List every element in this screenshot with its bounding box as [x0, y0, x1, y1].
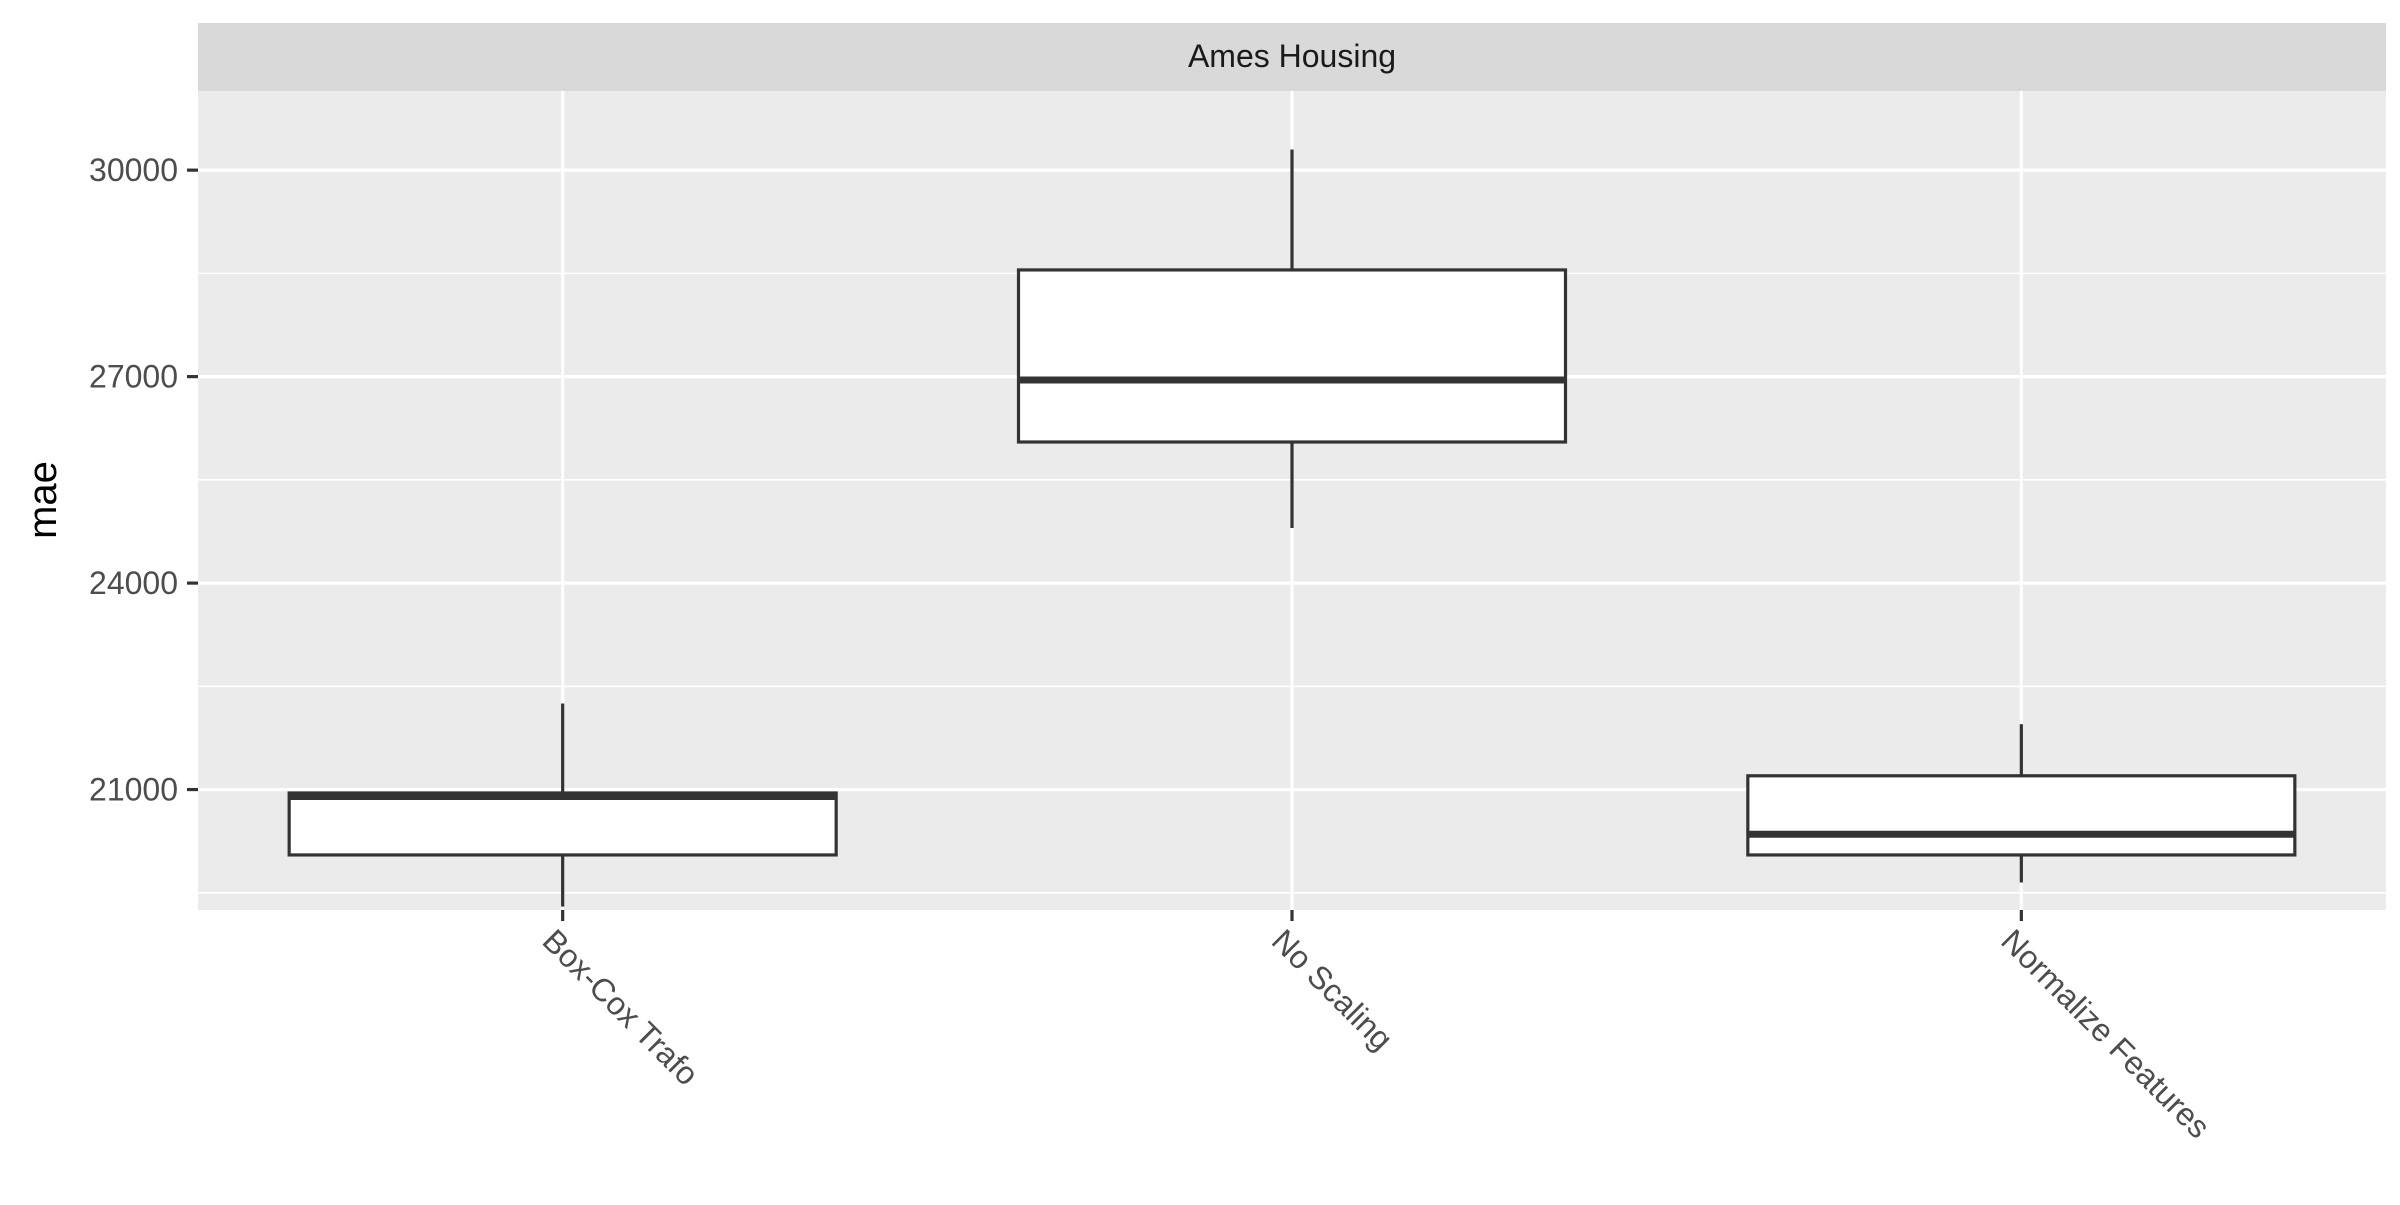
y-tick-label: 21000	[89, 772, 178, 808]
y-tick-label: 30000	[89, 152, 178, 188]
x-tick-label: Normalize Features	[1994, 922, 2217, 1145]
strip-background	[198, 23, 2386, 91]
box-iqr	[1016, 268, 1568, 444]
y-axis-title: mae	[21, 461, 65, 539]
box-iqr	[1746, 774, 2297, 857]
box-iqr	[287, 791, 838, 857]
x-tick-label: Box-Cox Trafo	[536, 922, 706, 1092]
box-group	[1016, 149, 1568, 529]
box-group	[287, 703, 838, 907]
y-tick-label: 27000	[89, 359, 178, 395]
y-tick-label: 24000	[89, 565, 178, 601]
facet-title: Ames Housing	[1188, 38, 1396, 74]
box-layer	[287, 149, 2297, 907]
box-group	[1746, 724, 2297, 883]
x-tick-label: No Scaling	[1265, 922, 1400, 1057]
